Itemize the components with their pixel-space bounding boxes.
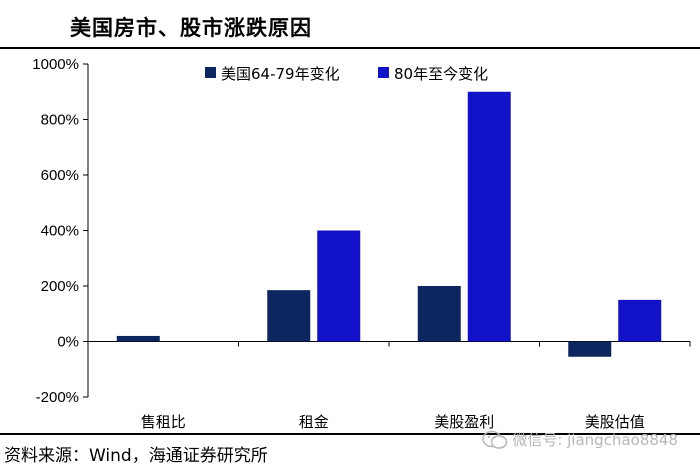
y-tick-label: 800% [41,112,79,129]
bar-2-3 [467,91,511,342]
y-tick-label: 200% [41,278,79,295]
title-divider [0,47,700,49]
y-tick-label: 1000% [32,56,79,73]
legend-label-2: 80年至今变化 [394,65,488,83]
bar-1-4 [568,341,612,357]
bar-2-4 [618,299,662,342]
wechat-icon [482,430,508,449]
watermark-text: 微信号: jiangchao8848 [512,431,678,449]
source-note: 资料来源：Wind，海通证券研究所 [4,446,268,466]
watermark: 微信号: jiangchao8848 [482,429,678,450]
bar-1-2 [267,290,311,342]
category-label: 售租比 [141,413,186,431]
category-label: 美股盈利 [434,413,494,431]
chart-legend: 美国64-79年变化 80年至今变化 [205,65,488,83]
chart-title: 美国房市、股市涨跌原因 [70,15,312,40]
category-label: 租金 [299,413,329,431]
bar-2-2 [317,230,361,342]
y-tick-labels: -200% 0% 200% 400% 600% 800% 1000% [32,56,79,406]
y-tick-label: 400% [41,223,79,240]
y-tick-label: 0% [57,334,79,351]
bar-1-1 [116,335,160,342]
category-labels: 售租比 租金 美股盈利 美股估值 [141,413,645,431]
legend-swatch-1 [205,67,216,78]
legend-swatch-2 [378,67,389,78]
bar-chart: -200% 0% 200% 400% 600% 800% 1000% 售租比 租金 美股盈利 美股… [32,56,691,431]
category-label: 美股估值 [585,413,645,431]
footer-divider [0,433,700,435]
legend-label-1: 美国64-79年变化 [221,65,340,83]
bar-1-3 [417,286,461,342]
y-tick-label: 600% [41,167,79,184]
y-tick-label: -200% [36,389,79,406]
bar-marks [116,91,662,357]
